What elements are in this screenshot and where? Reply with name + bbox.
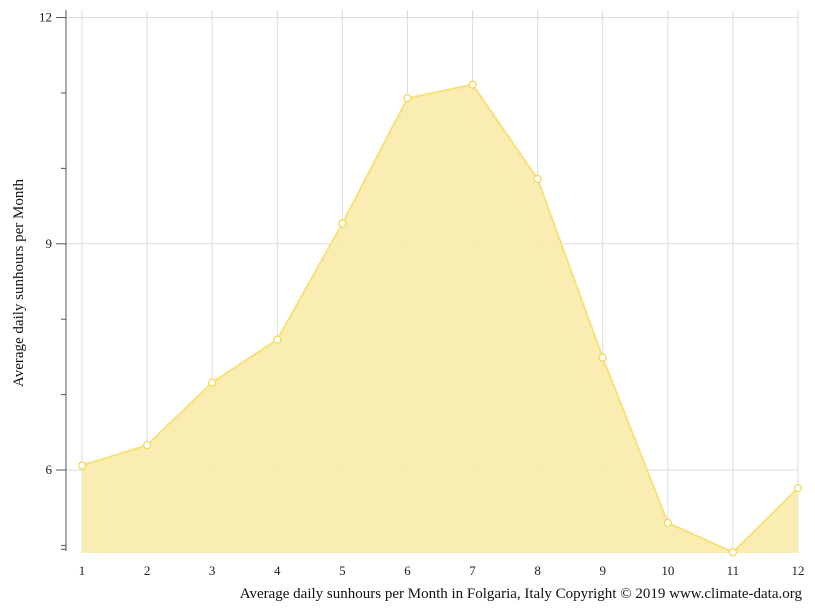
data-point-marker	[273, 335, 282, 344]
x-tick-label: 7	[469, 563, 476, 578]
area-layer	[81, 83, 799, 554]
data-point-marker	[338, 219, 347, 228]
data-point-marker	[728, 548, 738, 557]
x-tick-label: 2	[144, 563, 151, 578]
x-tick-labels: 1 2 3 4 5 6 7 8 9 10 11 12	[79, 563, 805, 578]
data-point-marker	[208, 378, 217, 387]
x-tick-label: 4	[274, 563, 281, 578]
y-axis-label: Average daily sunhours per Month	[11, 179, 27, 388]
x-tick-label: 11	[727, 563, 740, 578]
series-line	[81, 83, 799, 554]
x-tick-label: 3	[209, 563, 216, 578]
x-tick-label: 9	[599, 563, 606, 578]
data-point-marker	[533, 174, 542, 184]
axes	[56, 10, 67, 551]
x-tick-label: 5	[339, 563, 346, 578]
x-tick-label: 10	[661, 563, 674, 578]
y-tick-label: 9	[46, 236, 53, 251]
data-point-marker	[468, 80, 477, 89]
data-point-marker	[663, 518, 672, 527]
y-tick-label: 6	[46, 462, 53, 477]
x-tick-label: 8	[534, 563, 541, 578]
data-point-marker	[403, 94, 412, 103]
area-fill	[82, 84, 798, 553]
x-tick-label: 1	[79, 563, 86, 578]
data-point-marker	[598, 353, 607, 362]
data-points	[77, 80, 803, 557]
x-tick-label: 6	[404, 563, 411, 578]
y-tick-label: 12	[39, 10, 52, 25]
data-point-marker	[793, 483, 803, 493]
x-tick-label: 12	[792, 563, 805, 578]
chart-caption: Average daily sunhours per Month in Folg…	[240, 586, 803, 602]
data-point-marker	[77, 461, 87, 470]
y-tick-labels: 6 9 12	[39, 10, 53, 477]
data-point-marker	[142, 441, 152, 450]
